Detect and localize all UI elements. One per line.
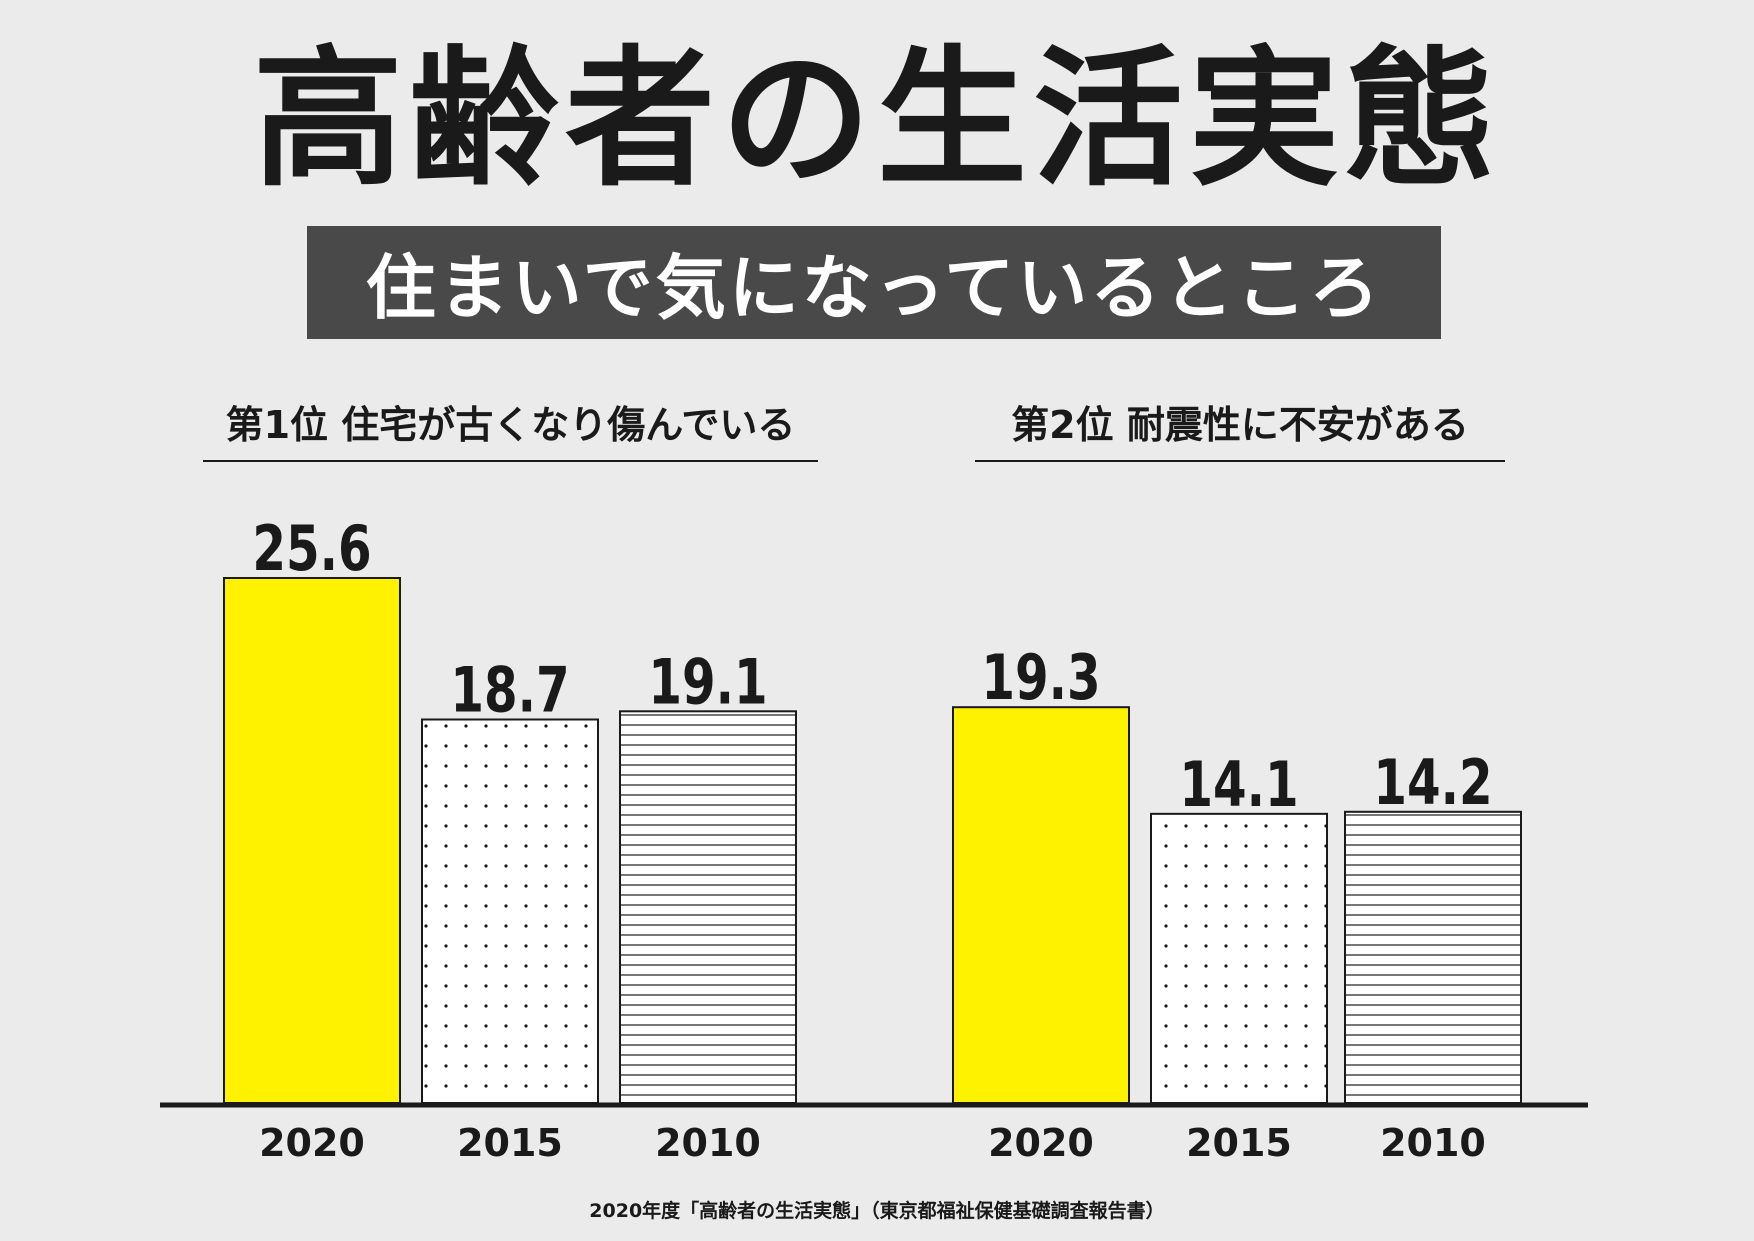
category-label-1-2020: 2020: [259, 1121, 365, 1165]
bar-1-2015: [421, 718, 599, 1104]
value-label-1-2010: 19.1: [648, 646, 767, 718]
subtitle: 住まいで気になっているところ: [365, 247, 1383, 329]
subtitle-banner: 住まいで気になっているところ: [307, 226, 1441, 339]
bar-2-2010: [1344, 810, 1522, 1104]
category-label-2-2015: 2015: [1186, 1121, 1292, 1165]
panel-rule-2: [975, 460, 1505, 462]
bar-2-2020: [952, 706, 1130, 1104]
panel-title-2: 第2位 耐震性に不安がある: [1011, 403, 1469, 447]
value-label-1-2015: 18.7: [450, 655, 569, 727]
bar-1-2020: [223, 577, 401, 1104]
value-label-2-2010: 14.2: [1373, 747, 1492, 819]
category-label-2-2020: 2020: [988, 1121, 1094, 1165]
panel-title-1: 第1位 住宅が古くなり傷んでいる: [225, 403, 796, 447]
bar-2-2015: [1150, 812, 1328, 1104]
value-label-1-2020: 25.6: [252, 513, 371, 585]
page-title: 高齢者の生活実態: [252, 33, 1501, 207]
value-label-2-2020: 19.3: [981, 642, 1100, 714]
value-label-2-2015: 14.1: [1179, 749, 1298, 821]
source-note: 2020年度「高齢者の生活実態」（東京都福祉保健基礎調査報告書）: [589, 1200, 1165, 1222]
panel-rule-1: [203, 460, 818, 462]
category-label-1-2010: 2010: [655, 1121, 761, 1165]
bar-1-2010: [619, 710, 797, 1104]
category-label-2-2010: 2010: [1380, 1121, 1486, 1165]
category-label-1-2015: 2015: [457, 1121, 563, 1165]
